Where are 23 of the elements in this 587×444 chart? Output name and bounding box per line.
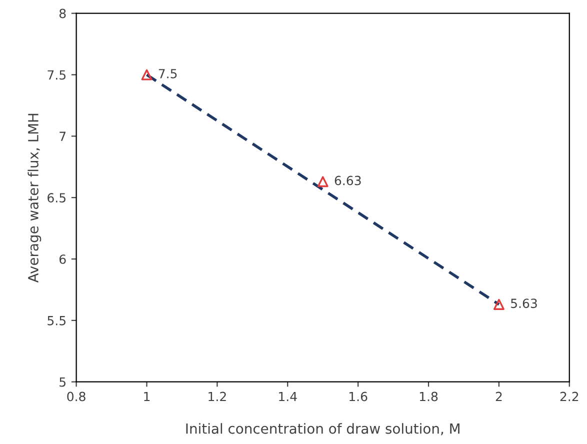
x-tick-label: 2 [496,392,502,402]
x-tick-label: 1.8 [420,392,438,402]
y-tick-label: 5 [60,377,66,387]
data-label: 6.63 [334,176,361,186]
x-tick-label: 1 [144,392,150,402]
y-tick-label: 6 [60,254,66,264]
point [317,176,328,188]
x-tick-label: 1.6 [350,392,368,402]
y-tick-label: 7 [60,132,66,141]
y-tick-label: 8 [59,8,66,18]
y-tick-label: 7.5 [48,70,66,80]
x-tick-label: 1.4 [279,392,297,402]
y-tick-label: 6.5 [48,193,66,203]
y-tick-label: 5.5 [48,316,66,326]
y-axis-title: Average water flux, LMH [28,114,42,283]
x-tick-label: 1.2 [208,392,226,402]
data-label: 5.63 [511,298,537,308]
x-tick-label: 0.8 [67,392,86,402]
x-tick-label: 2.2 [560,392,578,402]
data-label: 7.5 [158,69,177,78]
point [141,69,152,80]
x-axis-title: Initial concentration of draw solution, M [186,423,460,436]
point [493,298,504,310]
